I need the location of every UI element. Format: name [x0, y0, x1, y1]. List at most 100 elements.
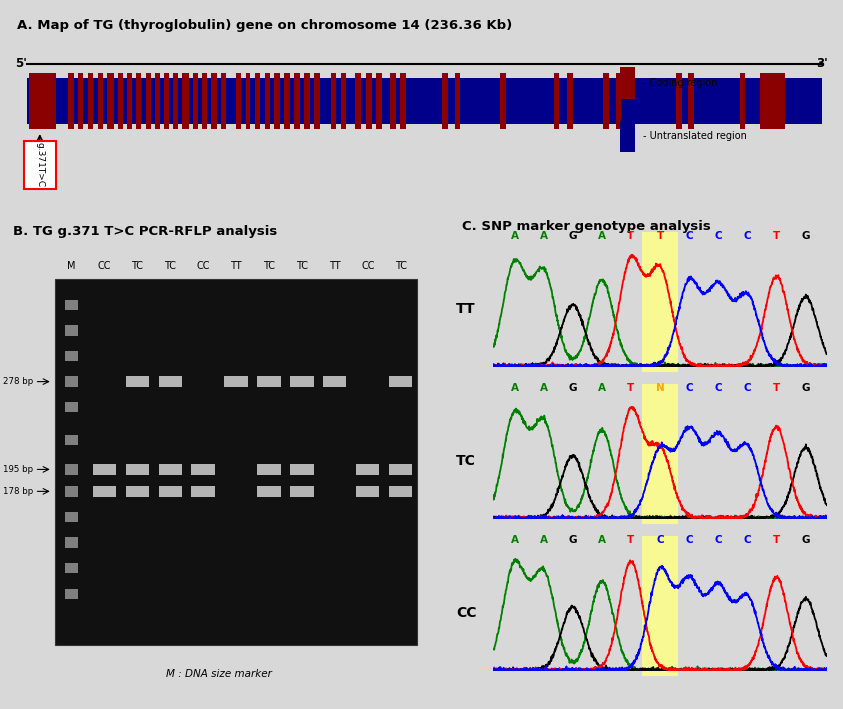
- FancyBboxPatch shape: [390, 73, 396, 130]
- FancyBboxPatch shape: [554, 73, 560, 130]
- FancyBboxPatch shape: [27, 78, 822, 124]
- Bar: [65, 300, 78, 310]
- Bar: [65, 351, 78, 362]
- FancyBboxPatch shape: [164, 73, 169, 130]
- Text: 3': 3': [816, 57, 828, 70]
- FancyBboxPatch shape: [255, 73, 260, 130]
- FancyBboxPatch shape: [443, 73, 448, 130]
- FancyBboxPatch shape: [221, 73, 226, 130]
- Bar: [93, 486, 115, 496]
- FancyBboxPatch shape: [107, 73, 114, 130]
- Text: C. SNP marker genotype analysis: C. SNP marker genotype analysis: [462, 220, 711, 233]
- FancyBboxPatch shape: [760, 73, 785, 130]
- FancyBboxPatch shape: [294, 73, 300, 130]
- Bar: [65, 486, 78, 496]
- FancyBboxPatch shape: [454, 73, 460, 130]
- Bar: [65, 512, 78, 523]
- FancyBboxPatch shape: [500, 73, 506, 130]
- Text: 5': 5': [15, 57, 27, 70]
- FancyBboxPatch shape: [24, 141, 56, 189]
- Bar: [389, 464, 412, 474]
- Text: - Untranslated region: - Untranslated region: [643, 131, 747, 142]
- Bar: [191, 464, 215, 474]
- FancyBboxPatch shape: [376, 73, 382, 130]
- FancyBboxPatch shape: [689, 73, 694, 130]
- FancyBboxPatch shape: [173, 73, 178, 130]
- Bar: [65, 537, 78, 548]
- FancyBboxPatch shape: [330, 73, 336, 130]
- Text: TC: TC: [132, 261, 143, 271]
- FancyBboxPatch shape: [127, 73, 132, 130]
- Text: CC: CC: [361, 261, 374, 271]
- FancyBboxPatch shape: [739, 73, 745, 130]
- Bar: [257, 486, 281, 496]
- Bar: [158, 486, 182, 496]
- Bar: [257, 376, 281, 387]
- Bar: [65, 376, 78, 387]
- Bar: [55, 279, 417, 645]
- Text: CC: CC: [98, 261, 111, 271]
- FancyBboxPatch shape: [236, 73, 241, 130]
- Text: 178 bp: 178 bp: [3, 487, 33, 496]
- FancyBboxPatch shape: [118, 73, 123, 130]
- FancyBboxPatch shape: [620, 67, 635, 99]
- Bar: [126, 376, 148, 387]
- FancyBboxPatch shape: [88, 73, 93, 130]
- FancyBboxPatch shape: [314, 73, 319, 130]
- Text: A. Map of TG (thyroglobulin) gene on chromosome 14 (236.36 Kb): A. Map of TG (thyroglobulin) gene on chr…: [17, 20, 512, 33]
- FancyBboxPatch shape: [356, 73, 361, 130]
- FancyBboxPatch shape: [193, 73, 197, 130]
- FancyBboxPatch shape: [615, 73, 621, 130]
- Text: TC: TC: [263, 261, 275, 271]
- Text: B. TG g.371 T>C PCR-RFLP analysis: B. TG g.371 T>C PCR-RFLP analysis: [13, 225, 277, 238]
- Text: TC: TC: [395, 261, 407, 271]
- Bar: [290, 464, 314, 474]
- Bar: [224, 376, 248, 387]
- FancyBboxPatch shape: [68, 73, 73, 130]
- FancyBboxPatch shape: [400, 73, 405, 130]
- Bar: [65, 325, 78, 335]
- FancyBboxPatch shape: [182, 73, 189, 130]
- FancyBboxPatch shape: [29, 73, 56, 130]
- FancyBboxPatch shape: [620, 121, 635, 152]
- FancyBboxPatch shape: [98, 73, 103, 130]
- FancyBboxPatch shape: [154, 73, 159, 130]
- FancyBboxPatch shape: [78, 73, 83, 130]
- FancyBboxPatch shape: [211, 73, 217, 130]
- Bar: [290, 376, 314, 387]
- Bar: [191, 486, 215, 496]
- Text: M : DNA size marker: M : DNA size marker: [166, 669, 272, 679]
- Text: TC: TC: [296, 261, 308, 271]
- FancyBboxPatch shape: [604, 73, 609, 130]
- Bar: [65, 402, 78, 413]
- Text: 278 bp: 278 bp: [3, 377, 33, 386]
- Bar: [65, 563, 78, 574]
- FancyBboxPatch shape: [275, 73, 280, 130]
- FancyBboxPatch shape: [284, 73, 290, 130]
- FancyBboxPatch shape: [304, 73, 310, 130]
- FancyBboxPatch shape: [245, 73, 250, 130]
- FancyBboxPatch shape: [146, 73, 151, 130]
- Text: TT: TT: [456, 302, 476, 316]
- Bar: [158, 464, 182, 474]
- Bar: [126, 464, 148, 474]
- Bar: [65, 588, 78, 599]
- Text: TC: TC: [164, 261, 176, 271]
- Text: - Coding region: - Coding region: [643, 78, 717, 89]
- Bar: [357, 464, 379, 474]
- FancyBboxPatch shape: [341, 73, 346, 130]
- Bar: [357, 486, 379, 496]
- Bar: [93, 464, 115, 474]
- Bar: [126, 486, 148, 496]
- Text: TC: TC: [456, 454, 476, 468]
- FancyBboxPatch shape: [366, 73, 372, 130]
- Bar: [158, 376, 182, 387]
- Bar: [65, 435, 78, 445]
- Text: CC: CC: [456, 605, 476, 620]
- Text: 195 bp: 195 bp: [3, 465, 33, 474]
- Bar: [389, 486, 412, 496]
- Text: M: M: [67, 261, 76, 271]
- FancyBboxPatch shape: [676, 73, 682, 130]
- FancyBboxPatch shape: [566, 73, 572, 130]
- Text: TT: TT: [230, 261, 242, 271]
